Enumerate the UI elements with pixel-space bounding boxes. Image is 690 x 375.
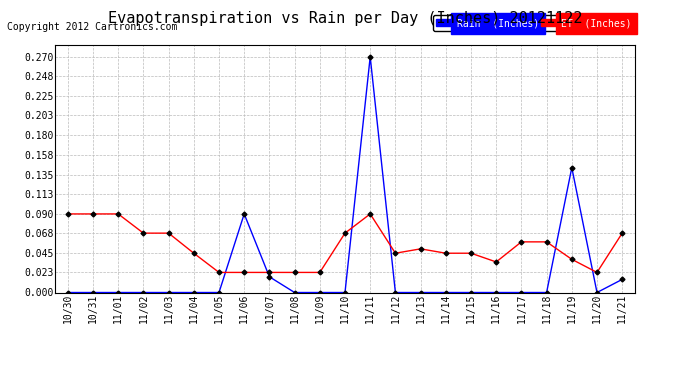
Legend: Rain  (Inches), ET  (Inches): Rain (Inches), ET (Inches) (433, 15, 635, 31)
Text: Copyright 2012 Cartronics.com: Copyright 2012 Cartronics.com (7, 22, 177, 33)
Text: Evapotranspiration vs Rain per Day (Inches) 20121122: Evapotranspiration vs Rain per Day (Inch… (108, 11, 582, 26)
